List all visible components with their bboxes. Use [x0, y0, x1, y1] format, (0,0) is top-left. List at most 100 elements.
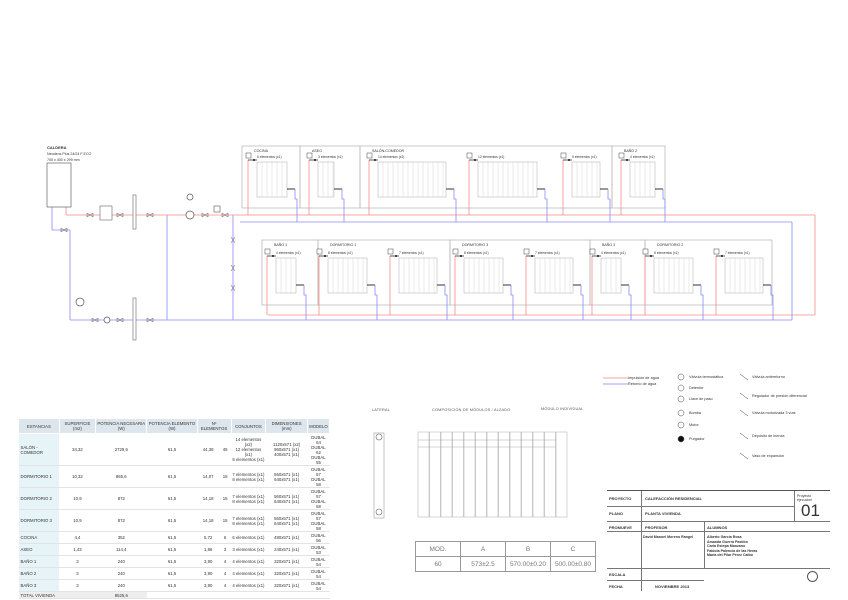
spec-header: A [460, 541, 506, 557]
cell-line: 400x571 (x1) [274, 452, 300, 457]
student-name: Amanda Guerra Pastión [707, 539, 748, 544]
plan-name: PLANTA VIVIENDA [645, 511, 681, 516]
cell-sets: 4 elementos (x1) [231, 555, 266, 568]
composition-module [498, 431, 510, 518]
cell-name: BAÑO 3 [18, 579, 60, 592]
cell-power: 872 [95, 509, 147, 532]
bleeder-icon [474, 159, 476, 161]
shutoff-valve-icon [146, 212, 154, 218]
spec-value: 60 [415, 556, 461, 572]
thermostatic-valve-icon [713, 248, 720, 255]
thermostatic-valve-icon [523, 248, 530, 255]
shutoff-valve-icon [116, 212, 124, 218]
boiler-model: Neodens Plus 24/24 F ECO [47, 152, 92, 156]
cell-elements: 15 [219, 509, 231, 532]
cell-line: 7 elementos (x1) [232, 493, 265, 499]
table-header: DIMENSIONES (mm) [265, 418, 308, 434]
bleeder-icon [721, 255, 723, 257]
thermostatic-valve-icon [452, 248, 459, 255]
thermostatic-valve-icon [245, 152, 252, 159]
thermostatic-valve-icon [642, 248, 649, 255]
composition-module [440, 431, 453, 518]
cell-line: 8 elementos (x1) [232, 498, 265, 504]
return-collector [132, 297, 137, 341]
cell-sets: 3 elementos (x1) [231, 543, 266, 556]
radiator-return-pipe [700, 285, 704, 320]
radiator-return-pipe [770, 285, 774, 320]
radiator: 4 elementos (x1) [589, 248, 632, 320]
cell-line: DUBAL 55 [311, 454, 326, 465]
spec-value: 573±2.5 [460, 556, 506, 572]
cell-line: DUBAL 57 [311, 510, 326, 521]
thermostatic-valve-icon [387, 248, 394, 255]
cell-elements: 4 [219, 567, 231, 580]
boiler-dimensions: 700 x 400 x 299 mm [47, 158, 80, 162]
radiator-return-pipe [374, 285, 378, 320]
cell-sets: 7 elementos (x1) 8 elementos (x1) [231, 465, 266, 488]
cell-power: 352 [95, 531, 147, 544]
radiator-label: 3 elementos (x1) [318, 155, 343, 159]
cell-elements_calc: 14,18 [197, 487, 220, 510]
thermostatic-valve-icon [213, 205, 221, 213]
cell-area: 3 [59, 567, 96, 580]
student-name: Alberto García Rosa [707, 535, 742, 539]
spec-header: C [550, 541, 596, 557]
bleeder-icon [374, 159, 376, 161]
table-row: COCINA 4,4 352 61,5 5,72 6 6 elementos (x1) 480… [18, 531, 330, 544]
cell-line: 560x571 (x1) [274, 493, 300, 499]
cell-area: 34,32 [59, 433, 96, 466]
date-value: NOVIEMBRE 2013 [655, 584, 690, 589]
cell-line: 7 elementos (x1) [232, 515, 265, 521]
boiler-title: CALDERA [47, 145, 67, 150]
cell-line: 960x571 (x1) [274, 447, 300, 452]
bleeder-icon [395, 255, 397, 257]
cell-line: DUBAL 57 [311, 488, 326, 499]
shutoff-valve-icon [146, 317, 154, 323]
radiator-body [327, 257, 368, 294]
cell-dims: 560x571 (x1) 640x571 (x1) [265, 465, 308, 488]
inertia-tank-icon [739, 432, 749, 440]
radiator: 5 elementos (x1) [560, 152, 611, 222]
date-label: FECHA [609, 584, 623, 589]
radiator-label: 4 elementos (x1) [601, 251, 626, 255]
room-label: COCINA [254, 149, 269, 153]
bleeder-icon [253, 159, 255, 161]
pump-icon [103, 316, 111, 324]
cell-name: BAÑO 2 [18, 567, 60, 580]
cell-power: 240 [95, 567, 147, 580]
cell-line: 6 elementos (x1) [232, 535, 265, 540]
room-heating-table: ESTANCIAS SUPERFICIE (m2) POTENCIA NECESAR… [18, 418, 331, 599]
cell-area: 4,4 [59, 531, 96, 544]
radiator-body [629, 161, 656, 198]
composition-module [463, 431, 476, 518]
table-row: DORMITORIO 1 10,32 865,6 61,5 14,07 15 7 eleme… [18, 465, 330, 488]
composition-caption: COMPOSICIÓN DE MÓDULOS / ALZADO [432, 408, 511, 412]
north-arrow-icon [807, 571, 818, 582]
cell-area: 10,9 [59, 487, 96, 510]
cell-line: DUBAL 64 [311, 434, 326, 445]
radiator-label: 12 elementos (x1) [478, 155, 504, 159]
cell-line: DUBAL 54 [311, 568, 326, 579]
total-power: 8525,6 [95, 591, 147, 599]
cell-line: 560x571 (x1) [274, 471, 300, 477]
legend-symbol-label: Purgador [689, 437, 705, 441]
radiator-return-pipe [444, 285, 448, 320]
cell-dims: 480x571 (x1) [265, 531, 308, 544]
shutoff-valve-icon [91, 317, 99, 323]
cell-sets: 6 elementos (x1) [231, 531, 266, 544]
bleeder-icon [626, 159, 628, 161]
valve-icon [230, 284, 236, 292]
room-label: ASEO [312, 149, 322, 153]
cell-dims: 560x571 (x1) 640x571 (x1) [265, 509, 308, 532]
cell-dims: 560x571 (x1) 640x571 (x1) [265, 487, 308, 510]
legend-symbol-label: Detentor [689, 386, 704, 390]
cell-line: 4 elementos (x1) [232, 559, 265, 564]
cell-elem_power: 61,5 [146, 531, 198, 544]
expansion-vessel-icon [739, 452, 749, 460]
legend-symbol-label: Válvula motorizada 3 vías [752, 411, 796, 415]
scale-label: ESCALA [609, 572, 626, 577]
cell-elem_power: 61,5 [146, 567, 198, 580]
cell-dims: 320x571 (x1) [265, 555, 308, 568]
total-label: TOTAL VIVIENDA [18, 591, 96, 599]
